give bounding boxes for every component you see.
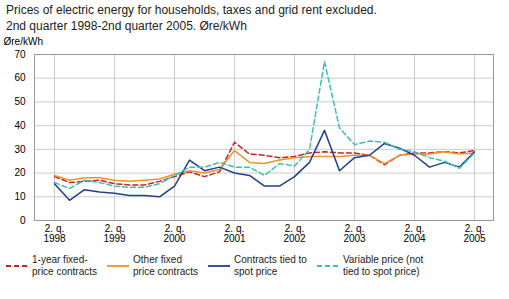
svg-text:50: 50 xyxy=(14,96,26,107)
svg-text:2. q.2002: 2. q.2002 xyxy=(283,223,306,244)
svg-text:Øre/kWh: Øre/kWh xyxy=(4,36,43,47)
html-text:Prices of electric energy for: Prices of electric energy for households… xyxy=(6,3,377,17)
html-text:2nd quarter 1998-2nd quarter 2: 2nd quarter 1998-2nd quarter 2005. Øre/k… xyxy=(6,18,247,33)
svg-text:30: 30 xyxy=(14,144,26,155)
svg-text:20: 20 xyxy=(14,167,26,178)
svg-text:70: 70 xyxy=(14,49,26,60)
svg-text:2. q.1999: 2. q.1999 xyxy=(103,223,126,244)
svg-text:10: 10 xyxy=(14,191,26,202)
svg-text:40: 40 xyxy=(14,120,26,131)
html-text:1-year fixed- price contracts: 1-year fixed- price contracts xyxy=(32,254,97,278)
svg-text:2. q.2003: 2. q.2003 xyxy=(343,223,366,244)
svg-text:2. q.2001: 2. q.2001 xyxy=(223,223,246,244)
svg-text:2. q.2005: 2. q.2005 xyxy=(463,223,486,244)
svg-text:2. q.2004: 2. q.2004 xyxy=(403,223,426,244)
html-text:Other fixed price contracts: Other fixed price contracts xyxy=(133,254,199,278)
html-text:Contracts tied to spot price: Contracts tied to spot price xyxy=(234,254,307,278)
svg-text:2. q.2000: 2. q.2000 xyxy=(163,223,186,244)
html-text:Variable price (not tied to sp: Variable price (not tied to spot price) xyxy=(342,254,424,278)
svg-text:0: 0 xyxy=(20,215,26,226)
svg-text:60: 60 xyxy=(14,73,26,84)
svg-text:2. q.1998: 2. q.1998 xyxy=(43,223,66,244)
